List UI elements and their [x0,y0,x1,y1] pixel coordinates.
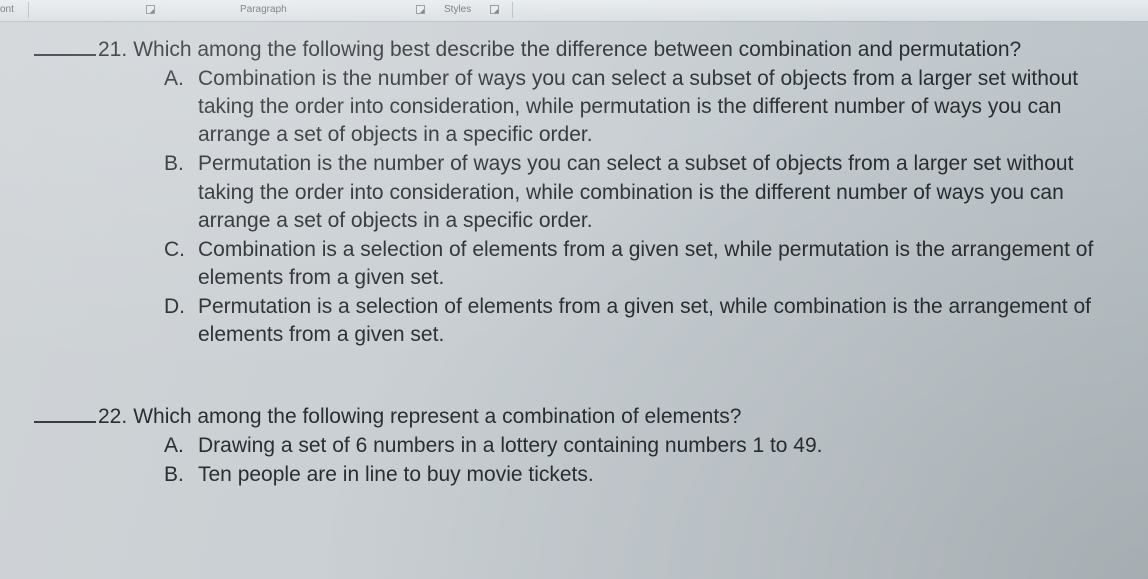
question-number: 21. [98,38,127,62]
question-prompt: Which among the following represent a co… [133,405,741,429]
question-21-options: A. Combination is the number of ways you… [164,65,1134,349]
option-text: Permutation is a selection of elements f… [198,293,1134,349]
question-number: 22. [98,405,127,429]
option-text: Permutation is the number of ways you ca… [198,150,1134,234]
option-letter: B. [164,150,198,234]
option-text: Combination is the number of ways you ca… [198,65,1134,149]
option-letter: A. [164,65,198,149]
option-letter: B. [164,461,198,489]
option-a: A. Drawing a set of 6 numbers in a lotte… [164,432,1134,460]
answer-blank [34,409,96,423]
dialog-launcher-icon[interactable] [146,5,155,14]
option-text: Drawing a set of 6 numbers in a lottery … [198,432,1134,460]
ribbon-group-font-label: ont [0,4,14,15]
ribbon-separator [28,2,29,18]
option-b: B. Ten people are in line to buy movie t… [164,461,1134,489]
question-22-options: A. Drawing a set of 6 numbers in a lotte… [164,432,1134,489]
option-a: A. Combination is the number of ways you… [164,65,1134,149]
document-body: 21. Which among the following best descr… [34,38,1134,546]
ribbon-separator [512,2,513,18]
option-b: B. Permutation is the number of ways you… [164,150,1134,234]
ribbon-group-styles-label: Styles [444,4,471,15]
option-letter: D. [164,293,198,349]
ribbon-group-paragraph-label: Paragraph [240,4,287,15]
option-c: C. Combination is a selection of element… [164,236,1134,292]
dialog-launcher-icon[interactable] [416,5,425,14]
question-22-line: 22. Which among the following represent … [34,405,1134,429]
question-prompt: Which among the following best describe … [133,38,1021,62]
answer-blank [34,42,96,56]
option-text: Ten people are in line to buy movie tick… [198,461,1134,489]
option-d: D. Permutation is a selection of element… [164,293,1134,349]
word-ribbon-fragment: ont Paragraph Styles [0,0,1148,22]
page-root: ont Paragraph Styles 21. Which among the… [0,0,1148,579]
question-22: 22. Which among the following represent … [34,405,1134,489]
dialog-launcher-icon[interactable] [490,5,499,14]
option-letter: A. [164,432,198,460]
question-21-line: 21. Which among the following best descr… [34,38,1134,62]
option-letter: C. [164,236,198,292]
question-21: 21. Which among the following best descr… [34,38,1134,349]
option-text: Combination is a selection of elements f… [198,236,1134,292]
